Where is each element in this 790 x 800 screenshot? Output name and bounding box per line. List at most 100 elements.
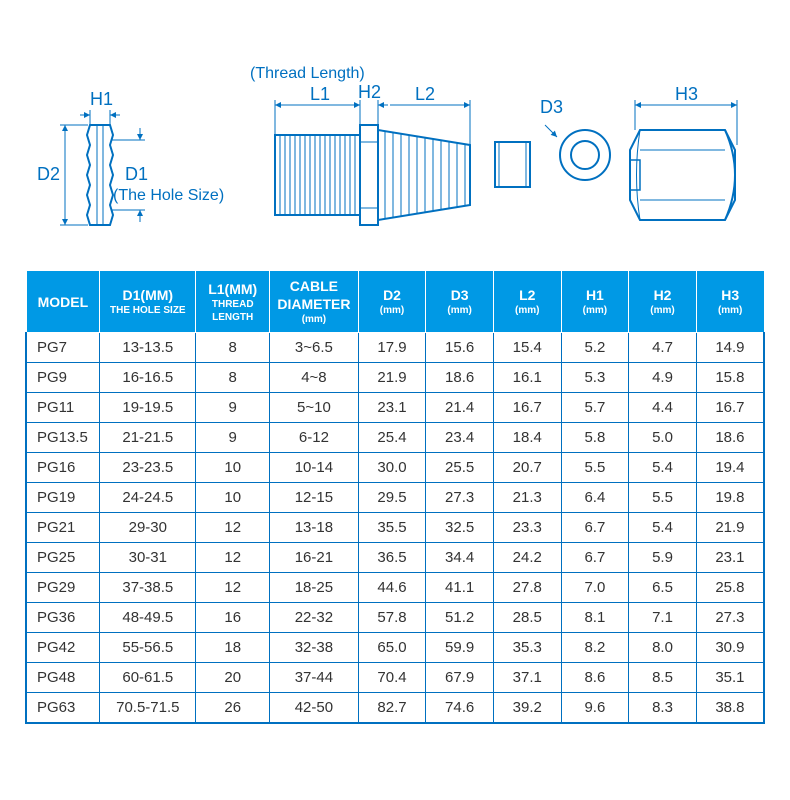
table-cell: 37-44 bbox=[270, 663, 359, 693]
label-d2: D2 bbox=[37, 164, 60, 184]
table-cell: 6.5 bbox=[629, 573, 697, 603]
table-cell: 25.8 bbox=[696, 573, 764, 603]
table-cell: 8.1 bbox=[561, 603, 629, 633]
column-header: H3(mm) bbox=[696, 271, 764, 333]
table-cell: PG25 bbox=[26, 543, 100, 573]
label-h2: H2 bbox=[358, 82, 381, 102]
table-cell: 30.0 bbox=[358, 453, 426, 483]
column-header: D2(mm) bbox=[358, 271, 426, 333]
table-cell: PG36 bbox=[26, 603, 100, 633]
specification-table: MODELD1(MM)THE HOLE SIZEL1(MM)THREAD LEN… bbox=[25, 270, 765, 724]
table-cell: 16-16.5 bbox=[100, 363, 196, 393]
table-cell: 9.6 bbox=[561, 693, 629, 724]
table-cell: 5.9 bbox=[629, 543, 697, 573]
table-cell: 8.6 bbox=[561, 663, 629, 693]
table-cell: 44.6 bbox=[358, 573, 426, 603]
table-cell: 74.6 bbox=[426, 693, 494, 724]
table-cell: 27.8 bbox=[493, 573, 561, 603]
table-cell: 32.5 bbox=[426, 513, 494, 543]
table-cell: 15.4 bbox=[493, 333, 561, 363]
table-cell: 9 bbox=[196, 423, 270, 453]
table-cell: 5~10 bbox=[270, 393, 359, 423]
column-header: CABLE DIAMETER(mm) bbox=[270, 271, 359, 333]
table-row: PG13.521-21.596-1225.423.418.45.85.018.6 bbox=[26, 423, 764, 453]
table-cell: 34.4 bbox=[426, 543, 494, 573]
table-cell: PG29 bbox=[26, 573, 100, 603]
column-header: L2(mm) bbox=[493, 271, 561, 333]
table-cell: 5.0 bbox=[629, 423, 697, 453]
column-header: H2(mm) bbox=[629, 271, 697, 333]
table-cell: 18.4 bbox=[493, 423, 561, 453]
table-cell: 39.2 bbox=[493, 693, 561, 724]
table-cell: 4.9 bbox=[629, 363, 697, 393]
table-cell: 70.5-71.5 bbox=[100, 693, 196, 724]
table-cell: 3~6.5 bbox=[270, 333, 359, 363]
table-cell: 29-30 bbox=[100, 513, 196, 543]
table-cell: 10 bbox=[196, 483, 270, 513]
table-cell: 16.1 bbox=[493, 363, 561, 393]
table-cell: 7.1 bbox=[629, 603, 697, 633]
table-cell: 41.1 bbox=[426, 573, 494, 603]
table-row: PG3648-49.51622-3257.851.228.58.17.127.3 bbox=[26, 603, 764, 633]
table-row: PG713-13.583~6.517.915.615.45.24.714.9 bbox=[26, 333, 764, 363]
table-cell: 8.0 bbox=[629, 633, 697, 663]
table-cell: 21.9 bbox=[358, 363, 426, 393]
label-l1: L1 bbox=[310, 84, 330, 104]
table-cell: 29.5 bbox=[358, 483, 426, 513]
table-cell: 27.3 bbox=[696, 603, 764, 633]
column-header: H1(mm) bbox=[561, 271, 629, 333]
table-cell: 15.8 bbox=[696, 363, 764, 393]
column-header: L1(MM)THREAD LENGTH bbox=[196, 271, 270, 333]
washer-diagram: D3 bbox=[540, 97, 610, 180]
table-cell: 12 bbox=[196, 513, 270, 543]
table-cell: 12-15 bbox=[270, 483, 359, 513]
table-row: PG4860-61.52037-4470.467.937.18.68.535.1 bbox=[26, 663, 764, 693]
table-cell: 18-25 bbox=[270, 573, 359, 603]
table-cell: 38.8 bbox=[696, 693, 764, 724]
table-cell: 18 bbox=[196, 633, 270, 663]
table-cell: 30.9 bbox=[696, 633, 764, 663]
column-header: MODEL bbox=[26, 271, 100, 333]
table-cell: PG19 bbox=[26, 483, 100, 513]
table-cell: 12 bbox=[196, 573, 270, 603]
table-row: PG2937-38.51218-2544.641.127.87.06.525.8 bbox=[26, 573, 764, 603]
table-cell: 82.7 bbox=[358, 693, 426, 724]
table-cell: PG11 bbox=[26, 393, 100, 423]
label-l2: L2 bbox=[415, 84, 435, 104]
table-cell: 51.2 bbox=[426, 603, 494, 633]
table-cell: 70.4 bbox=[358, 663, 426, 693]
table-cell: 26 bbox=[196, 693, 270, 724]
table-cell: 27.3 bbox=[426, 483, 494, 513]
label-hole-size: (The Hole Size) bbox=[113, 187, 224, 204]
table-cell: 6.7 bbox=[561, 513, 629, 543]
table-cell: 36.5 bbox=[358, 543, 426, 573]
table-cell: 21-21.5 bbox=[100, 423, 196, 453]
capnut-diagram: H3 bbox=[630, 84, 737, 220]
label-thread-length: (Thread Length) bbox=[250, 65, 365, 82]
table-cell: 18.6 bbox=[696, 423, 764, 453]
table-cell: 48-49.5 bbox=[100, 603, 196, 633]
table-cell: 16 bbox=[196, 603, 270, 633]
table-header-row: MODELD1(MM)THE HOLE SIZEL1(MM)THREAD LEN… bbox=[26, 271, 764, 333]
table-cell: 4.7 bbox=[629, 333, 697, 363]
table-cell: 4.4 bbox=[629, 393, 697, 423]
technical-diagram: H1 D2 D1 (The Hole Size) bbox=[25, 20, 765, 260]
table-cell: PG63 bbox=[26, 693, 100, 724]
table-cell: 5.8 bbox=[561, 423, 629, 453]
table-cell: 22-32 bbox=[270, 603, 359, 633]
table-cell: 23.4 bbox=[426, 423, 494, 453]
label-d3: D3 bbox=[540, 97, 563, 117]
table-cell: 19.8 bbox=[696, 483, 764, 513]
table-cell: 16-21 bbox=[270, 543, 359, 573]
table-row: PG2129-301213-1835.532.523.36.75.421.9 bbox=[26, 513, 764, 543]
table-cell: PG48 bbox=[26, 663, 100, 693]
table-cell: PG16 bbox=[26, 453, 100, 483]
table-cell: 5.2 bbox=[561, 333, 629, 363]
table-cell: 19.4 bbox=[696, 453, 764, 483]
label-d1: D1 bbox=[125, 164, 148, 184]
table-cell: 6.7 bbox=[561, 543, 629, 573]
table-cell: PG21 bbox=[26, 513, 100, 543]
table-cell: 32-38 bbox=[270, 633, 359, 663]
table-cell: 23.1 bbox=[696, 543, 764, 573]
table-cell: 35.5 bbox=[358, 513, 426, 543]
